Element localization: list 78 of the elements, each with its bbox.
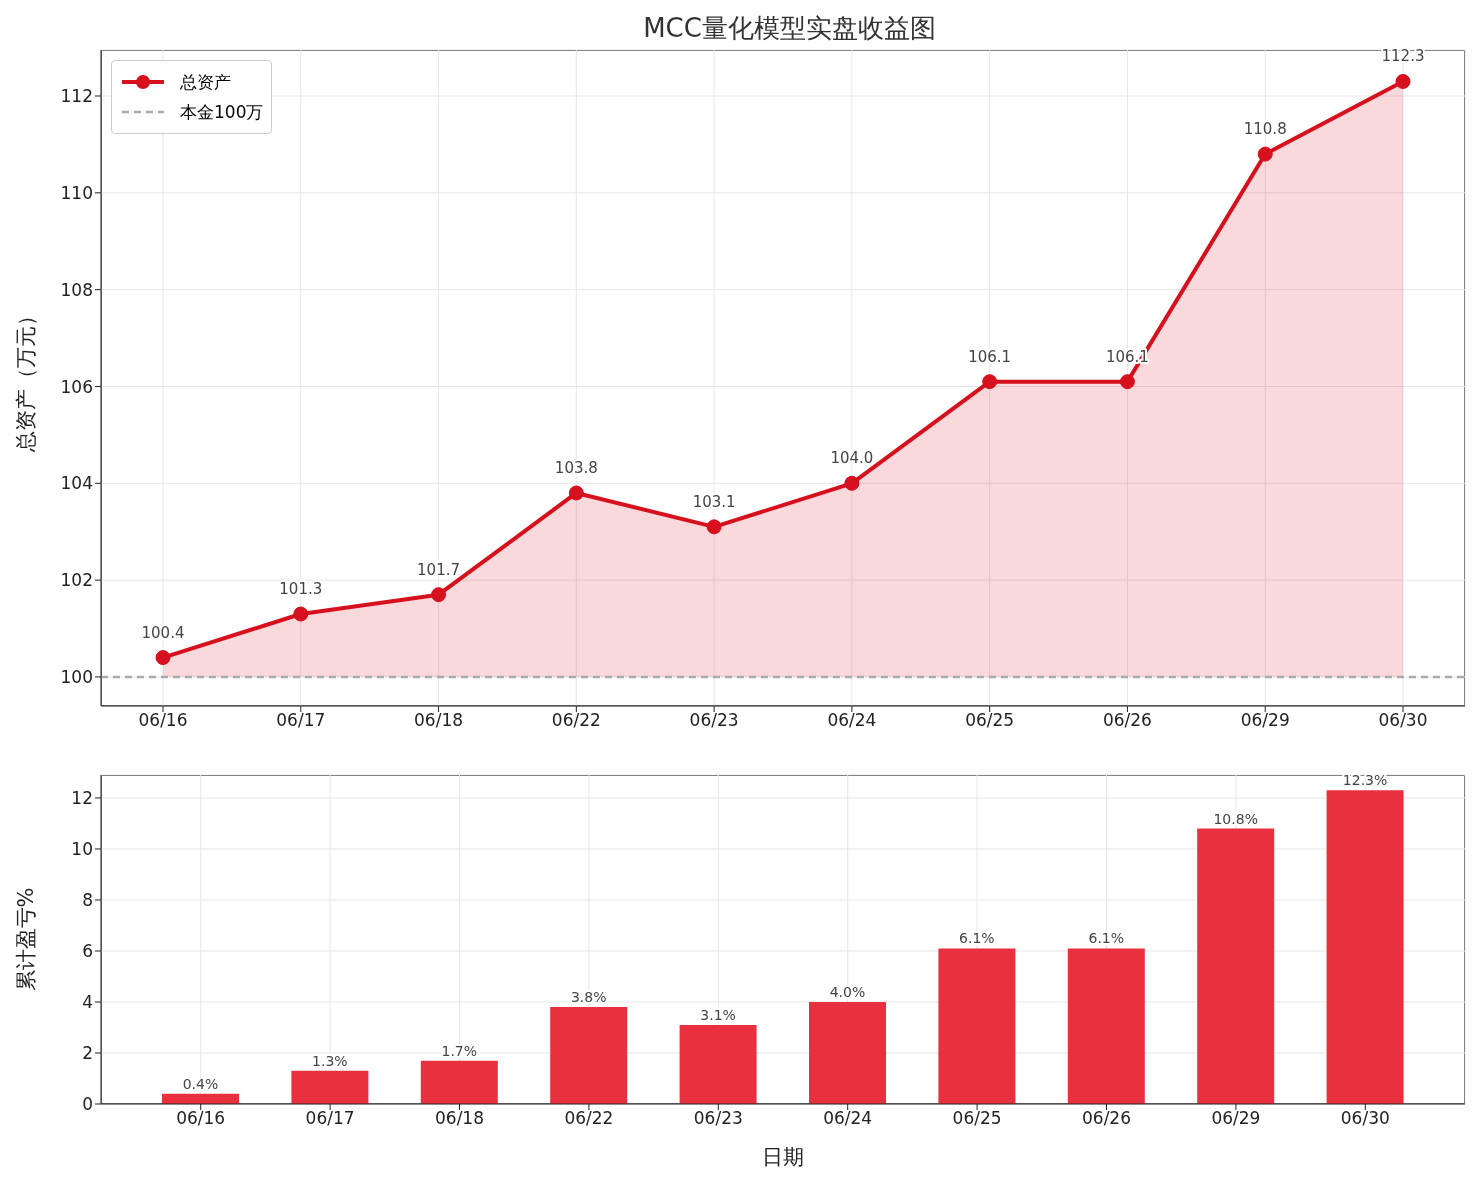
x-tick-label: 06/29 <box>1240 710 1290 731</box>
y-tick-label: 110 <box>60 182 93 203</box>
data-label: 100.4 <box>141 623 185 642</box>
y-tick-label: 112 <box>60 86 93 107</box>
x-axis-title: 日期 <box>762 1145 804 1169</box>
y-tick-label: 0 <box>82 1094 93 1115</box>
y-tick-label: 104 <box>60 473 93 494</box>
legend-label: 总资产 <box>180 70 231 94</box>
bar <box>938 948 1016 1104</box>
y-tick-label: 10 <box>71 839 93 859</box>
bar <box>679 1024 757 1104</box>
x-tick-label: 06/30 <box>1340 1108 1390 1129</box>
x-tick-label: 06/17 <box>305 1108 355 1129</box>
point <box>1257 146 1273 162</box>
y-tick-label: 6 <box>82 941 93 962</box>
point <box>982 374 998 390</box>
data-label: 1.7% <box>441 1042 478 1059</box>
data-label: 101.7 <box>417 560 461 579</box>
x-tick-label: 06/22 <box>551 710 601 731</box>
bar <box>1197 828 1275 1104</box>
x-tick-label: 06/17 <box>276 710 326 731</box>
data-label: 104.0 <box>830 449 874 468</box>
point <box>1395 73 1411 89</box>
x-tick-label: 06/22 <box>564 1108 614 1129</box>
y-tick-label: 108 <box>60 279 93 300</box>
x-tick-label: 06/25 <box>952 1108 1002 1129</box>
data-label: 4.0% <box>829 983 866 1000</box>
point <box>568 485 584 501</box>
point <box>1119 374 1135 390</box>
data-label: 110.8 <box>1243 120 1287 139</box>
data-label: 0.4% <box>182 1075 219 1092</box>
data-label: 3.8% <box>570 989 607 1006</box>
point <box>155 650 171 666</box>
y-tick-label: 106 <box>60 376 93 397</box>
x-tick-label: 06/23 <box>689 710 739 731</box>
y-tick-label: 2 <box>82 1043 93 1064</box>
y-tick-label: 12 <box>71 787 93 808</box>
point <box>844 475 860 491</box>
x-tick-label: 06/29 <box>1211 1108 1261 1129</box>
x-tick-label: 06/24 <box>823 1108 873 1129</box>
bar <box>550 1007 628 1104</box>
point <box>706 519 722 535</box>
chart-title: MCC量化模型实盘收益图 <box>642 12 937 45</box>
y-axis-title: 总资产（万元） <box>14 304 39 453</box>
data-label: 103.1 <box>692 492 736 511</box>
x-tick-label: 06/18 <box>414 710 464 731</box>
y-tick-label: 8 <box>82 890 93 910</box>
data-label: 6.1% <box>959 930 995 947</box>
x-tick-label: 06/24 <box>827 710 877 731</box>
bar <box>809 1001 886 1104</box>
x-tick-label: 06/16 <box>176 1108 226 1129</box>
data-label: 3.1% <box>700 1006 736 1023</box>
point <box>431 587 447 603</box>
x-tick-label: 06/23 <box>693 1108 743 1129</box>
x-tick-label: 06/30 <box>1378 710 1428 731</box>
bar <box>420 1060 498 1104</box>
x-tick-label: 06/16 <box>138 710 188 731</box>
data-label: 106.1 <box>968 347 1012 366</box>
data-label: 103.8 <box>554 458 598 477</box>
x-tick-label: 06/18 <box>435 1108 484 1129</box>
data-label: 12.3% <box>1342 772 1388 789</box>
legend-label: 本金100万 <box>180 100 264 124</box>
data-label: 1.3% <box>312 1052 348 1069</box>
x-tick-label: 06/26 <box>1082 1108 1131 1129</box>
point <box>293 606 309 622</box>
data-label: 10.8% <box>1213 810 1258 827</box>
y-axis-title: 累计盈亏% <box>14 887 39 992</box>
data-label: 101.3 <box>279 580 323 599</box>
bar <box>1326 790 1404 1104</box>
bar <box>291 1070 369 1104</box>
bar <box>1067 948 1145 1104</box>
y-tick-label: 102 <box>60 570 93 591</box>
x-tick-label: 06/25 <box>965 710 1015 731</box>
y-tick-label: 4 <box>82 992 93 1013</box>
y-tick-label: 100 <box>60 666 93 687</box>
data-label: 6.1% <box>1088 930 1125 947</box>
data-label: 112.3 <box>1381 47 1425 66</box>
x-tick-label: 06/26 <box>1102 710 1152 731</box>
